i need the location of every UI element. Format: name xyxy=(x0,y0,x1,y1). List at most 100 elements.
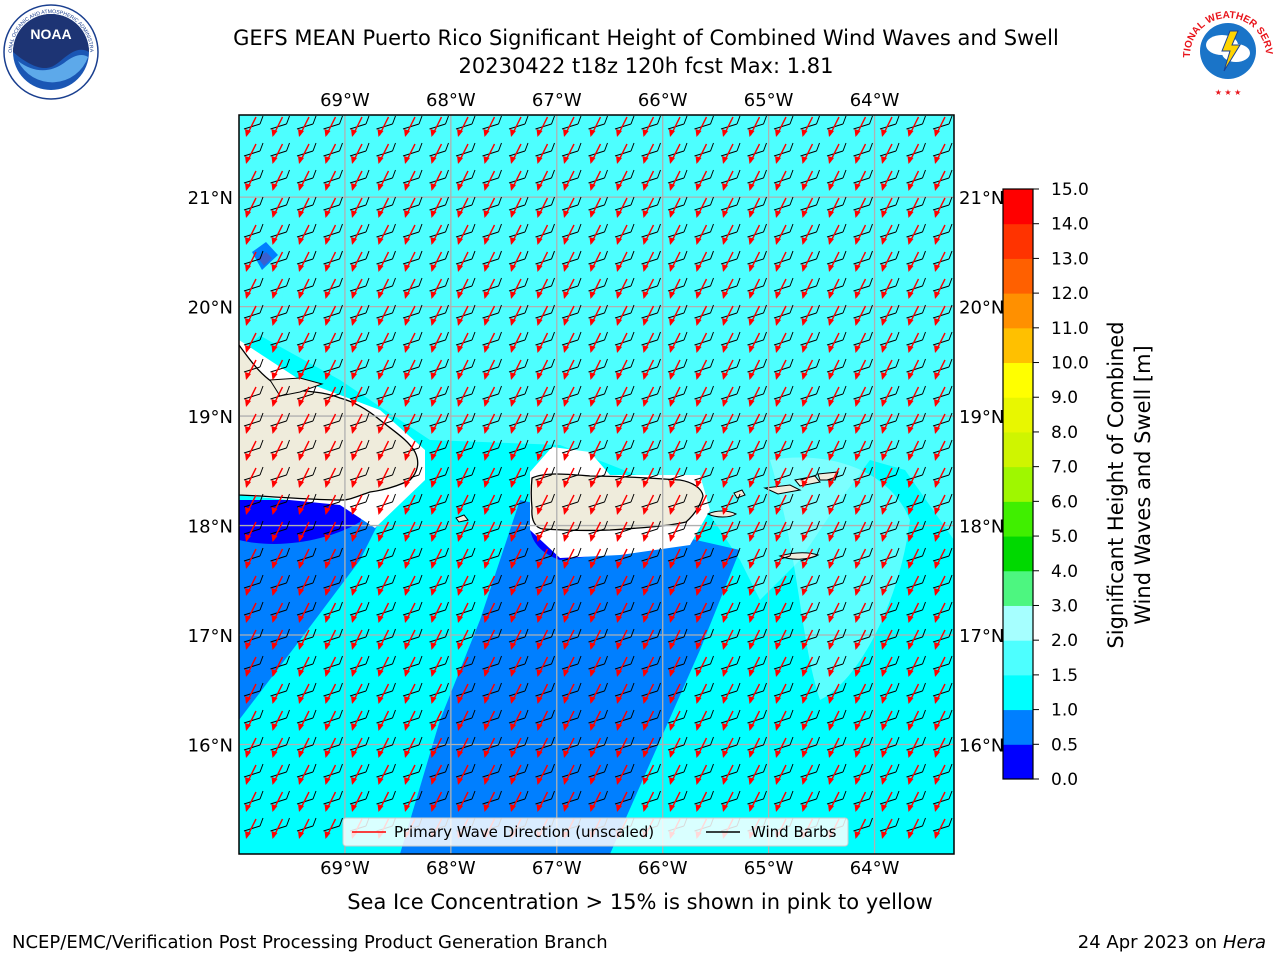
wave-direction-arrow xyxy=(589,278,602,299)
wave-direction-arrow xyxy=(510,521,522,542)
wave-direction-arrow xyxy=(616,710,628,731)
wave-direction-arrow xyxy=(642,629,655,650)
wave-direction-arrow xyxy=(377,278,390,299)
wave-direction-arrow xyxy=(881,170,893,191)
wave-direction-arrow xyxy=(722,737,734,758)
wave-direction-arrow xyxy=(536,710,549,731)
wave-direction-arrow xyxy=(351,764,363,785)
wave-direction-arrow xyxy=(271,710,284,731)
wave-direction-arrow xyxy=(695,494,708,515)
wave-direction-arrow xyxy=(854,737,867,758)
wave-direction-arrow xyxy=(589,521,602,542)
wave-direction-arrow xyxy=(271,629,284,650)
wave-direction-arrow xyxy=(722,251,734,272)
wave-direction-arrow xyxy=(510,575,522,596)
wave-direction-arrow xyxy=(748,197,761,218)
wave-direction-arrow xyxy=(881,737,893,758)
wave-direction-arrow xyxy=(536,305,549,326)
lon-label-bottom: 66°W xyxy=(638,858,688,879)
wave-direction-arrow xyxy=(748,305,761,326)
wave-direction-arrow xyxy=(536,440,549,461)
wave-direction-arrow xyxy=(430,521,443,542)
wave-direction-arrow xyxy=(377,305,390,326)
wave-direction-arrow xyxy=(616,143,628,164)
colorbar-tick-label: 15.0 xyxy=(1051,180,1089,200)
wave-direction-arrow xyxy=(298,116,310,137)
wave-direction-arrow xyxy=(563,224,575,245)
vieques-island xyxy=(706,510,737,518)
wave-direction-arrow xyxy=(934,278,946,299)
wave-direction-arrow xyxy=(271,251,284,272)
wave-direction-arrow xyxy=(642,197,655,218)
wave-direction-arrow xyxy=(377,116,390,137)
wave-direction-arrow xyxy=(907,386,920,407)
wave-direction-arrow xyxy=(351,305,363,326)
wave-direction-arrow xyxy=(669,224,681,245)
wave-direction-arrow xyxy=(324,116,337,137)
wave-direction-arrow xyxy=(298,629,310,650)
wave-direction-arrow xyxy=(616,764,628,785)
wave-direction-arrow xyxy=(457,737,469,758)
wave-direction-arrow xyxy=(881,305,893,326)
wave-direction-arrow xyxy=(801,413,814,434)
wave-direction-arrow xyxy=(695,629,708,650)
wave-direction-arrow xyxy=(854,251,867,272)
wave-direction-arrow xyxy=(404,143,416,164)
wave-direction-arrow xyxy=(404,575,416,596)
wave-direction-arrow xyxy=(245,305,257,326)
colorbar-tick-label: 9.0 xyxy=(1051,388,1078,408)
wave-direction-arrow xyxy=(695,683,708,704)
wave-direction-arrow xyxy=(934,224,946,245)
wave-direction-arrow xyxy=(748,332,761,353)
wave-direction-arrow xyxy=(907,818,920,839)
wave-direction-arrow xyxy=(854,116,867,137)
wave-direction-arrow xyxy=(907,602,920,623)
wave-direction-arrow xyxy=(881,764,893,785)
wave-direction-arrow xyxy=(801,764,814,785)
lat-label-right: 18°N xyxy=(959,517,1004,538)
wave-direction-arrow xyxy=(695,170,708,191)
wave-direction-arrow xyxy=(536,386,549,407)
lon-label-bottom: 65°W xyxy=(744,858,794,879)
wave-direction-arrow xyxy=(271,548,284,569)
wave-direction-arrow xyxy=(536,197,549,218)
wave-direction-arrow xyxy=(271,386,284,407)
wave-direction-arrow xyxy=(934,629,946,650)
lat-label-right: 20°N xyxy=(959,298,1004,319)
wave-direction-arrow xyxy=(404,251,416,272)
wave-direction-arrow xyxy=(510,386,522,407)
wave-direction-arrow xyxy=(642,413,655,434)
wave-direction-arrow xyxy=(271,413,284,434)
wave-direction-arrow xyxy=(457,143,469,164)
wave-direction-arrow xyxy=(642,278,655,299)
wave-direction-arrow xyxy=(854,494,867,515)
wave-direction-arrow xyxy=(271,224,284,245)
wave-direction-arrow xyxy=(748,494,761,515)
wave-direction-arrow xyxy=(828,116,840,137)
wave-direction-arrow xyxy=(881,251,893,272)
wave-direction-arrow xyxy=(430,278,443,299)
wave-direction-arrow xyxy=(404,548,416,569)
wave-direction-arrow xyxy=(934,305,946,326)
wave-direction-arrow xyxy=(245,332,257,353)
wave-direction-arrow xyxy=(271,818,284,839)
wave-direction-arrow xyxy=(801,305,814,326)
wave-direction-arrow xyxy=(695,548,708,569)
colorbar-swatch xyxy=(1003,709,1033,745)
wave-direction-arrow xyxy=(298,170,310,191)
colorbar-label-line1: Significant Height of Combined xyxy=(1104,321,1128,648)
wave-direction-arrow xyxy=(271,494,284,515)
wave-direction-arrow xyxy=(245,818,257,839)
hispaniola-peninsula xyxy=(269,377,324,397)
wave-direction-arrow xyxy=(801,602,814,623)
wave-direction-arrow xyxy=(854,602,867,623)
wave-direction-arrow xyxy=(616,197,628,218)
wave-direction-arrow xyxy=(934,521,946,542)
wave-direction-arrow xyxy=(457,602,469,623)
wave-direction-arrow xyxy=(377,224,390,245)
wave-direction-arrow xyxy=(881,278,893,299)
wave-direction-arrow xyxy=(589,710,602,731)
wave-direction-arrow xyxy=(589,332,602,353)
wave-direction-arrow xyxy=(775,548,787,569)
credit-text: NCEP/EMC/Verification Post Processing Pr… xyxy=(12,932,608,953)
